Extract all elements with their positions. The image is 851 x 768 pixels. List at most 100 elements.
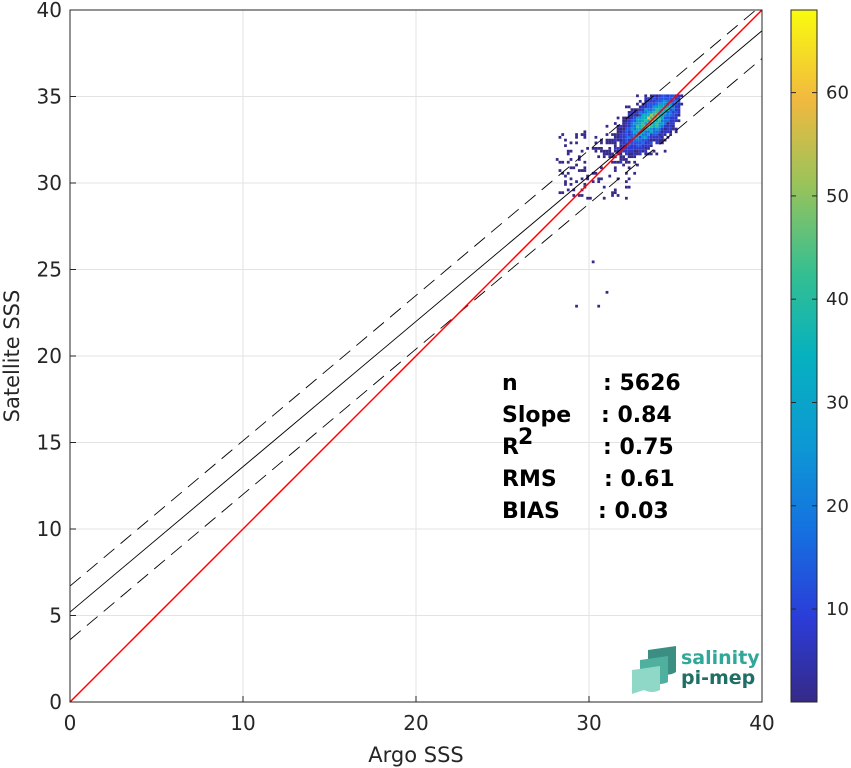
- logo-pimep-text: pi-mep: [681, 667, 755, 689]
- density-bin: [602, 185, 606, 189]
- density-bin: [663, 94, 667, 98]
- x-tick-label: 20: [403, 711, 428, 735]
- density-bin: [647, 127, 650, 131]
- density-bin: [622, 149, 625, 153]
- density-bin: [644, 94, 648, 98]
- colorbar-tick-label: 50: [826, 186, 849, 207]
- density-bin: [652, 122, 656, 125]
- density-bin: [611, 194, 614, 197]
- density-bin: [627, 122, 631, 125]
- density-bin: [636, 163, 639, 167]
- density-bin: [647, 108, 650, 112]
- density-bin: [644, 108, 648, 112]
- density-bin: [624, 135, 628, 139]
- density-bin: [611, 133, 614, 136]
- density-bin: [624, 147, 628, 150]
- density-bin: [655, 94, 659, 98]
- density-bin: [636, 113, 639, 117]
- density-bin: [619, 130, 623, 134]
- density-bin: [569, 177, 573, 181]
- y-tick-label: 0: [49, 690, 62, 714]
- density-bin: [564, 144, 567, 148]
- density-bin: [580, 169, 584, 172]
- density-bin: [583, 160, 587, 164]
- density-bin: [655, 152, 659, 156]
- density-bin: [660, 122, 664, 125]
- x-axis-label: Argo SSS: [368, 743, 463, 767]
- density-bin: [655, 102, 659, 106]
- density-bin: [636, 102, 639, 106]
- density-bin: [613, 135, 617, 139]
- density-bin: [647, 138, 650, 142]
- density-bin: [586, 174, 589, 178]
- density-bin: [591, 260, 595, 264]
- density-bin: [624, 122, 628, 125]
- density-bin: [641, 133, 645, 136]
- density-bin: [644, 149, 648, 153]
- density-bin: [624, 127, 628, 131]
- density-bin: [566, 171, 570, 175]
- density-bin: [602, 149, 606, 153]
- density-bin: [663, 119, 667, 123]
- density-bin: [616, 160, 620, 164]
- density-bin: [658, 116, 661, 120]
- density-bin: [672, 119, 675, 123]
- density-bin: [660, 138, 664, 142]
- density-bin: [636, 94, 639, 98]
- density-bin: [624, 185, 628, 189]
- density-bin: [641, 141, 645, 145]
- density-bin: [627, 147, 631, 150]
- density-bin: [624, 149, 628, 153]
- density-bin: [597, 147, 601, 150]
- density-bin: [602, 152, 606, 156]
- density-bin: [580, 149, 584, 153]
- density-bin: [644, 102, 648, 106]
- density-bin: [619, 127, 623, 131]
- x-tick-label: 40: [749, 711, 774, 735]
- density-bin: [586, 147, 589, 150]
- density-bin: [647, 113, 650, 117]
- density-bin: [613, 166, 617, 170]
- density-bin: [636, 149, 639, 153]
- x-tick-label: 10: [230, 711, 255, 735]
- density-bin: [622, 133, 625, 136]
- density-bin: [655, 133, 659, 136]
- density-bin: [669, 133, 673, 136]
- density-bin: [674, 102, 678, 106]
- density-bin: [622, 155, 625, 159]
- density-bin: [605, 133, 609, 136]
- density-bin: [644, 130, 648, 134]
- density-bin: [663, 116, 667, 120]
- density-bin: [658, 105, 661, 109]
- density-bin: [608, 149, 612, 153]
- density-bin: [583, 183, 587, 186]
- density-bin: [649, 135, 653, 139]
- density-bin: [647, 147, 650, 150]
- density-bin: [652, 138, 656, 142]
- density-bin: [616, 133, 620, 136]
- density-bin: [636, 141, 639, 145]
- density-bin: [652, 108, 656, 112]
- y-tick-label: 35: [37, 85, 62, 109]
- density-bin: [630, 119, 634, 123]
- density-bin: [674, 130, 678, 134]
- density-bin: [655, 135, 659, 139]
- density-bin: [577, 169, 581, 172]
- density-bin: [677, 97, 681, 100]
- density-bin: [677, 94, 681, 98]
- density-bin: [622, 124, 625, 128]
- density-bin: [580, 133, 584, 136]
- density-bin: [644, 144, 648, 148]
- density-bin: [647, 135, 650, 139]
- colorbar-tick-label: 40: [826, 289, 849, 310]
- density-bin: [649, 99, 653, 103]
- density-bin: [613, 188, 617, 192]
- density-bin: [624, 119, 628, 123]
- density-bin: [633, 122, 637, 125]
- density-bin: [655, 141, 659, 145]
- density-bin: [619, 144, 623, 148]
- density-bin: [633, 127, 637, 131]
- density-bin: [630, 111, 634, 114]
- density-bin: [669, 94, 673, 98]
